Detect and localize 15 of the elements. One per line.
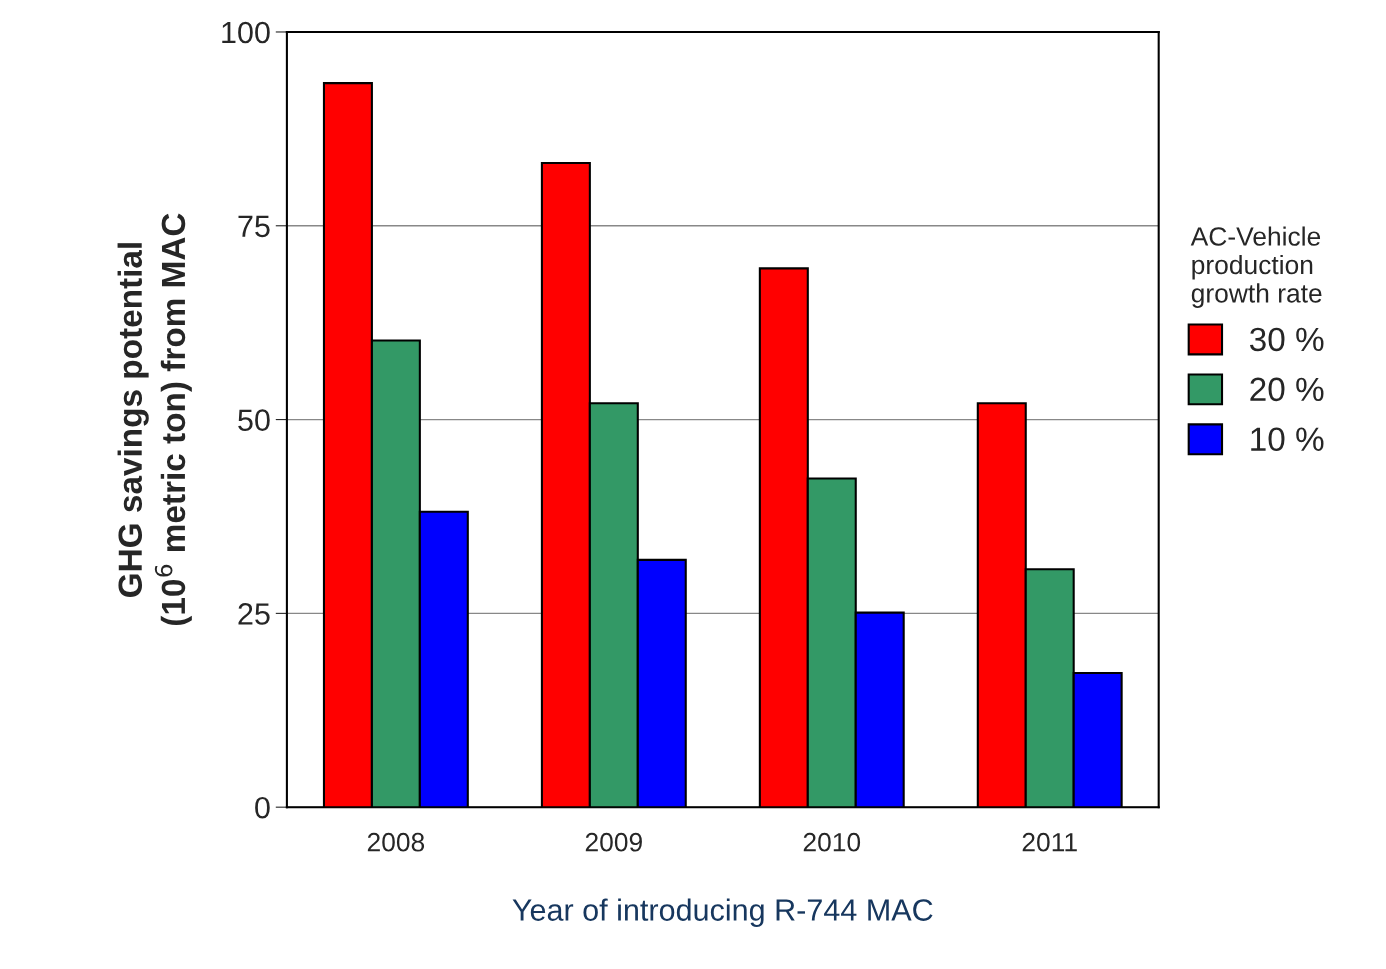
legend-label: 10 % (1251, 427, 1324, 452)
x-tick-label: 2011 (1022, 832, 1077, 852)
y-tick-label: 100 (222, 21, 270, 44)
y-tick-label: 25 (238, 603, 270, 625)
y-tick-label: 50 (238, 409, 270, 431)
y-axis-title: GHG savings potential (10$^{6}$ metric ton) from MAC (117, 213, 192, 626)
legend-label: 20 % (1250, 377, 1324, 402)
x-tick-label: 2010 (803, 832, 861, 852)
legend-title: AC-Vehicle production growth rate (1190, 226, 1322, 308)
legend-label: 30 % (1249, 327, 1324, 352)
y-tick-label: 75 (238, 215, 270, 238)
x-tick-label: 2008 (367, 832, 425, 852)
y-tick-label: 0 (255, 796, 270, 819)
x-tick-label: 2009 (585, 832, 642, 852)
x-axis-title: Year of introducing R-744 MAC (512, 898, 933, 927)
